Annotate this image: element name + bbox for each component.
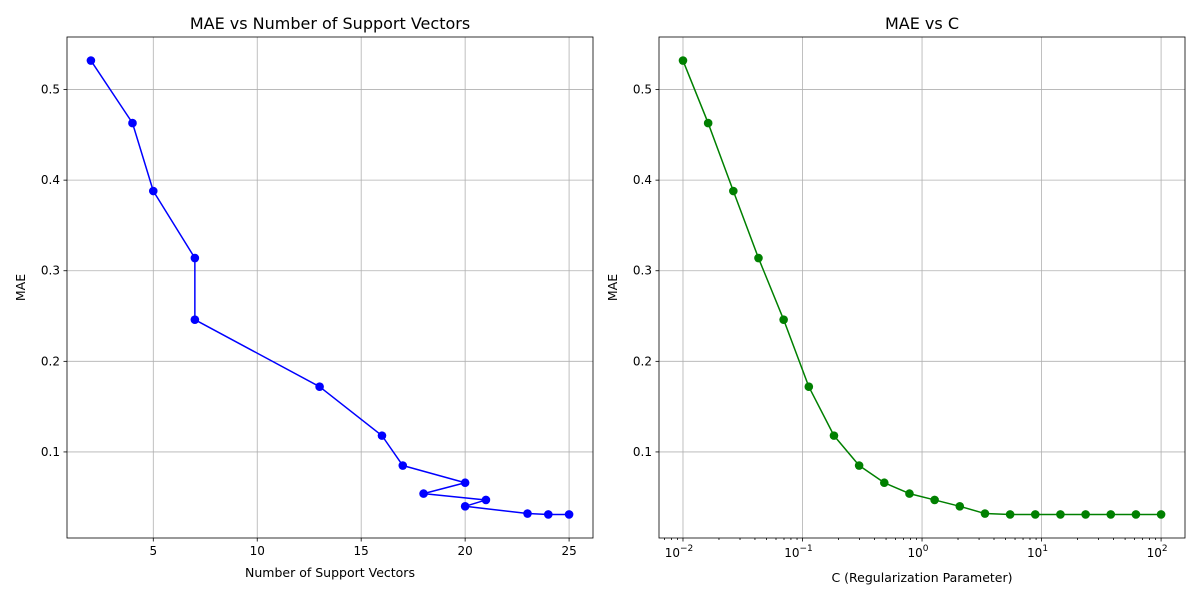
data-point	[460, 501, 470, 511]
data-point	[544, 510, 553, 519]
data-point	[754, 253, 763, 263]
chart-support-vectors: 0.1 0.2 0.3 0.4 0.5 5 10 15 20 25 MAE vs Number of…	[13, 14, 594, 580]
y-tick-label: 0.4	[633, 173, 652, 187]
data-point	[905, 489, 914, 498]
x-tick-label: 10−2	[665, 544, 694, 560]
y-tick-label: 0.3	[633, 264, 652, 278]
data-point	[523, 509, 532, 518]
data-point	[729, 186, 738, 196]
x-tick-label: 10	[250, 544, 265, 558]
data-point	[1056, 510, 1065, 519]
x-tick-label-exponent: 0	[923, 544, 929, 554]
data-point	[481, 495, 491, 505]
data-point	[315, 382, 324, 392]
y-tick-label: 0.3	[41, 264, 60, 278]
chart-title: MAE vs Number of Support Vectors	[190, 14, 470, 33]
y-tick-label: 0.1	[633, 445, 652, 459]
x-tick-label-base: 10	[665, 546, 680, 560]
data-point	[377, 431, 387, 440]
data-point	[460, 478, 470, 488]
y-tick-label: 0.2	[633, 354, 652, 368]
data-point	[1030, 510, 1040, 519]
x-tick-label: 5	[149, 544, 157, 558]
x-tick-label: 10−1	[784, 544, 813, 560]
data-point	[955, 501, 965, 511]
y-axis-label: MAE	[605, 274, 620, 301]
x-tick-label-exponent: −1	[800, 544, 813, 554]
x-tick-label-base: 10	[1147, 546, 1162, 560]
y-tick-label: 0.2	[41, 354, 60, 368]
x-tick-label-exponent: −2	[680, 544, 693, 554]
x-tick-label-exponent: 1	[1042, 544, 1048, 554]
y-tick-label: 0.5	[633, 83, 652, 97]
data-point	[190, 315, 200, 324]
chart-title: MAE vs C	[885, 14, 959, 33]
data-point	[1131, 510, 1141, 519]
x-tick-label: 15	[354, 544, 369, 558]
x-tick-label: 102	[1147, 544, 1168, 560]
x-axis-label: Number of Support Vectors	[245, 565, 415, 580]
data-point	[398, 461, 408, 470]
data-point	[930, 495, 939, 505]
data-point	[804, 382, 814, 392]
data-point	[829, 431, 839, 440]
x-tick-label-base: 10	[1027, 546, 1042, 560]
data-point	[980, 509, 990, 518]
data-point	[779, 315, 788, 324]
data-point	[879, 478, 889, 488]
y-tick-label: 0.5	[41, 83, 60, 97]
data-point	[148, 186, 158, 196]
data-point	[678, 56, 688, 65]
y-tick-label: 0.1	[41, 445, 60, 459]
data-point	[703, 118, 713, 128]
x-tick-label-base: 10	[784, 546, 799, 560]
x-axis-label: C (Regularization Parameter)	[831, 570, 1012, 585]
data-point	[128, 118, 137, 128]
x-tick-label: 101	[1027, 544, 1048, 560]
x-tick-label-exponent: 2	[1162, 544, 1168, 554]
data-point	[1005, 510, 1015, 519]
x-tick-label: 100	[908, 544, 929, 560]
data-point	[419, 489, 428, 498]
data-point	[854, 461, 864, 470]
y-tick-label: 0.4	[41, 173, 60, 187]
plot-frame	[66, 36, 594, 539]
data-point	[1106, 510, 1116, 519]
plot-frame	[658, 36, 1186, 539]
data-point	[1156, 510, 1166, 519]
data-point	[86, 56, 96, 65]
x-tick-label: 20	[457, 544, 472, 558]
data-point	[1081, 510, 1090, 519]
x-tick-label: 25	[561, 544, 576, 558]
x-tick-label-base: 10	[908, 546, 923, 560]
y-axis-label: MAE	[13, 274, 28, 301]
data-point	[564, 510, 574, 519]
data-point	[190, 253, 200, 263]
